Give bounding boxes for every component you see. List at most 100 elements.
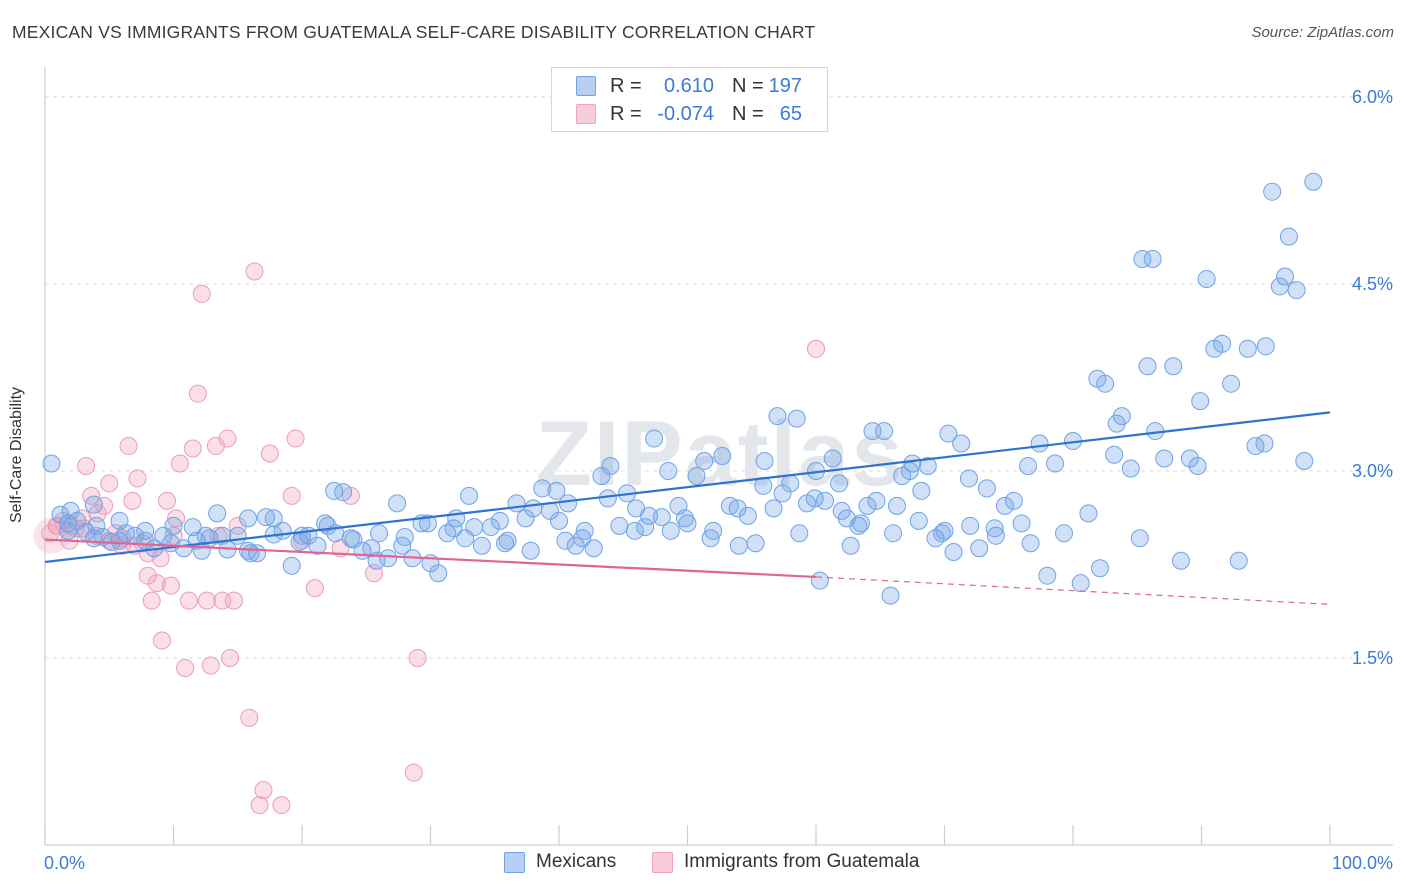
data-point-mexicans	[1096, 374, 1115, 393]
data-point-mexicans	[918, 456, 937, 475]
data-point-mexicans	[755, 451, 774, 470]
data-point-mexicans	[379, 549, 398, 568]
data-point-guatemala	[161, 576, 180, 595]
data-point-guatemala	[179, 591, 198, 610]
data-point-mexicans	[1180, 449, 1199, 468]
data-point-mexicans	[1229, 551, 1248, 570]
data-point-mexicans	[228, 526, 247, 545]
data-point-guatemala	[152, 631, 171, 650]
legend-n-value: 197	[768, 74, 802, 97]
axes	[44, 67, 1393, 846]
data-point-mexicans	[1304, 172, 1323, 191]
data-point-mexicans	[713, 447, 732, 466]
data-point-guatemala	[183, 439, 202, 458]
data-point-mexicans	[547, 481, 566, 500]
legend-swatch-blue	[576, 76, 596, 96]
data-point-mexicans	[986, 526, 1005, 545]
y-tick-label: 4.5%	[1352, 274, 1393, 294]
data-point-guatemala	[254, 781, 273, 800]
data-point-mexicans	[239, 509, 258, 528]
data-point-mexicans	[863, 422, 882, 441]
data-point-mexicans	[944, 543, 963, 562]
data-point-mexicans	[1295, 451, 1314, 470]
data-point-mexicans	[1090, 559, 1109, 578]
x-tick-label: 0.0%	[44, 853, 85, 873]
data-point-mexicans	[903, 454, 922, 473]
data-point-mexicans	[208, 504, 227, 523]
data-point-guatemala	[100, 474, 119, 493]
data-point-mexicans	[909, 511, 928, 530]
data-point-guatemala	[176, 658, 195, 677]
data-point-mexicans	[790, 524, 809, 543]
data-point-mexicans	[815, 491, 834, 510]
data-point-mexicans	[810, 571, 829, 590]
data-point-mexicans	[444, 519, 463, 538]
data-point-guatemala	[221, 648, 240, 667]
data-point-mexicans	[566, 536, 585, 555]
data-point-mexicans	[704, 521, 723, 540]
gridlines	[45, 96, 1393, 659]
data-point-mexicans	[1130, 529, 1149, 548]
data-point-mexicans	[1121, 459, 1140, 478]
data-point-mexicans	[418, 514, 437, 533]
data-point-mexicans	[1143, 250, 1162, 269]
data-point-mexicans	[388, 494, 407, 513]
data-point-mexicans	[393, 536, 412, 555]
data-point-mexicans	[639, 506, 658, 525]
data-point-mexicans	[521, 541, 540, 560]
data-point-mexicans	[1263, 182, 1282, 201]
data-point-mexicans	[575, 521, 594, 540]
legend-label-mexicans: Mexicans	[536, 851, 617, 872]
data-point-guatemala	[305, 579, 324, 598]
correlation-legend: R = 0.610 N = 197 R = -0.074 N = 65	[551, 67, 828, 132]
data-point-mexicans	[59, 521, 78, 540]
y-tick-label: 3.0%	[1352, 461, 1393, 481]
data-point-mexicans	[584, 539, 603, 558]
data-point-guatemala	[138, 566, 157, 585]
data-point-mexicans	[465, 518, 484, 537]
legend-swatch-mexicans	[504, 851, 525, 873]
data-point-mexicans	[701, 529, 720, 548]
legend-item-guatemala[interactable]: Immigrants from Guatemala	[652, 851, 919, 873]
data-point-mexicans	[1222, 374, 1241, 393]
data-point-mexicans	[325, 481, 344, 500]
data-point-mexicans	[636, 518, 655, 537]
data-point-guatemala	[170, 454, 189, 473]
legend-item-mexicans[interactable]: Mexicans	[504, 851, 616, 873]
data-point-guatemala	[188, 384, 207, 403]
data-point-mexicans	[610, 516, 629, 535]
data-point-mexicans	[1105, 445, 1124, 464]
tick-labels: 1.5% 3.0% 4.5% 6.0% 0.0% 100.0%	[44, 87, 1393, 873]
data-point-mexicans	[490, 511, 509, 530]
data-point-mexicans	[264, 509, 283, 528]
data-point-mexicans	[858, 496, 877, 515]
data-point-mexicans	[136, 531, 155, 550]
data-point-mexicans	[1279, 227, 1298, 246]
data-point-guatemala	[218, 429, 237, 448]
data-point-mexicans	[556, 531, 575, 550]
data-point-guatemala	[48, 516, 67, 535]
data-point-mexicans	[746, 534, 765, 553]
data-point-guatemala	[228, 516, 247, 535]
data-point-mexicans	[773, 484, 792, 503]
data-point-guatemala	[197, 591, 216, 610]
series-legend: Mexicans Immigrants from Guatemala	[0, 851, 1406, 879]
source-label: Source: ZipAtlas.com	[1251, 24, 1394, 41]
data-point-mexicans	[334, 483, 353, 502]
trend-line-mexicans	[44, 411, 1331, 564]
data-point-mexicans	[687, 466, 706, 485]
data-point-mexicans	[830, 474, 849, 493]
data-point-mexicans	[1019, 456, 1038, 475]
data-point-mexicans	[952, 434, 971, 453]
data-point-mexicans	[601, 456, 620, 475]
data-point-mexicans	[1138, 357, 1157, 376]
data-point-mexicans	[183, 518, 202, 537]
data-point-guatemala	[123, 491, 142, 510]
data-point-mexicans	[841, 536, 860, 555]
data-point-guatemala	[158, 491, 177, 510]
data-point-guatemala	[245, 262, 264, 281]
data-point-mexicans	[661, 521, 680, 540]
data-point-mexicans	[161, 534, 180, 553]
data-point-mexicans	[1021, 534, 1040, 553]
